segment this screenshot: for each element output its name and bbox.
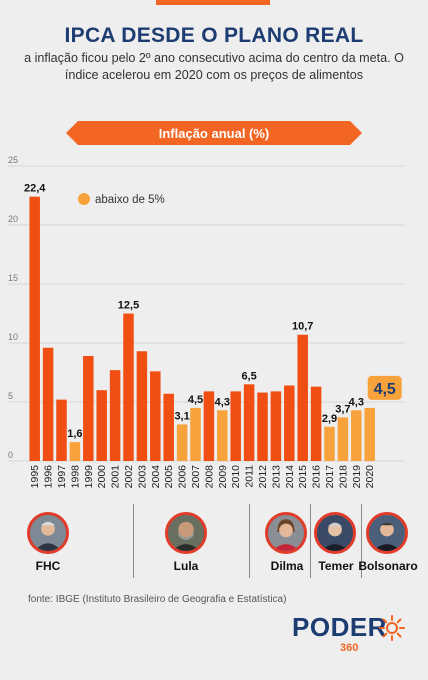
bar (230, 391, 241, 461)
data-label: 1,6 (67, 428, 82, 440)
bar (83, 355, 94, 461)
x-tick-label: 2019 (351, 465, 363, 489)
data-label: 22,4 (24, 183, 46, 195)
x-tick-label: 1999 (83, 465, 95, 489)
chart-title-banner: Inflação anual (%) (66, 121, 362, 145)
x-tick-label: 2020 (364, 465, 376, 489)
bar (163, 393, 174, 461)
avatar-fhc (27, 512, 69, 554)
y-tick-label: 15 (8, 273, 18, 283)
x-tick-label: 2013 (270, 465, 282, 489)
president-name-dilma: Dilma (270, 559, 304, 573)
data-label: 3,7 (335, 403, 350, 415)
bar (190, 407, 201, 461)
data-label: 10,7 (292, 321, 313, 333)
president-divider (310, 504, 311, 578)
page-subtitle: a inflação ficou pelo 2º ano consecutivo… (24, 51, 404, 82)
y-tick-label: 10 (8, 332, 18, 342)
bar (297, 334, 308, 461)
x-tick-label: 2017 (324, 465, 336, 489)
data-label: 2,9 (322, 413, 337, 425)
poder360-logo[interactable]: PODER 360 (292, 612, 412, 662)
x-tick-label: 2018 (337, 465, 349, 489)
x-tick-label: 2002 (123, 465, 135, 489)
president-divider (249, 504, 250, 578)
data-label: 4,5 (188, 394, 203, 406)
bar (310, 386, 322, 461)
avatar-lula (165, 512, 207, 554)
logo-wordmark: PODER (292, 612, 387, 642)
data-label: 4,3 (349, 396, 364, 408)
x-tick-label: 2016 (311, 465, 323, 489)
president-name-bolsonaro: Bolsonaro (358, 559, 418, 573)
x-tick-label: 2015 (297, 465, 309, 489)
bar (123, 313, 134, 461)
x-tick-label: 2005 (163, 465, 175, 489)
bar (364, 407, 375, 461)
x-tick-label: 2004 (150, 465, 162, 489)
x-tick-label: 2003 (136, 465, 148, 489)
bar (29, 196, 40, 461)
x-tick-label: 2010 (230, 465, 242, 489)
bar (176, 424, 188, 461)
x-tick-label: 2011 (244, 465, 256, 488)
x-tick-label: 1995 (29, 465, 41, 489)
avatar-bolsonaro (366, 512, 408, 554)
legend-swatch (78, 193, 90, 205)
data-label: 6,5 (241, 370, 256, 382)
logo-number: 360 (340, 642, 359, 654)
top-accent-bar (156, 0, 270, 5)
bar (337, 417, 349, 461)
president-name-fhc: FHC (35, 559, 61, 573)
highlight-label-box (367, 375, 402, 400)
x-tick-label: 1997 (56, 465, 68, 489)
x-tick-label: 1998 (69, 465, 81, 489)
y-tick-label: 20 (8, 214, 18, 224)
x-tick-label: 1996 (43, 465, 55, 489)
source-note: fonte: IBGE (Instituto Brasileiro de Geo… (28, 594, 287, 605)
bar (42, 347, 54, 461)
bar (56, 399, 67, 461)
president-divider (133, 504, 134, 578)
x-tick-label: 2001 (110, 465, 122, 489)
x-tick-label: 2008 (203, 465, 215, 489)
data-label: 4,5 (374, 381, 396, 398)
president-name-temer: Temer (318, 559, 354, 573)
x-tick-label: 2014 (284, 465, 296, 489)
bar (109, 370, 121, 461)
president-divider (361, 504, 362, 578)
x-tick-label: 2009 (217, 465, 229, 489)
x-tick-label: 2012 (257, 465, 269, 489)
bar (203, 391, 215, 461)
data-label: 3,1 (174, 410, 189, 422)
bar (324, 426, 335, 461)
bar (150, 371, 161, 461)
data-label: 4,3 (215, 396, 230, 408)
y-tick-label: 25 (8, 155, 18, 165)
bar (284, 385, 295, 461)
x-tick-label: 2007 (190, 465, 202, 489)
bar (351, 410, 362, 461)
bar (270, 391, 282, 461)
data-label: 12,5 (118, 300, 139, 312)
y-tick-label: 5 (8, 391, 13, 401)
y-tick-label: 0 (8, 450, 13, 460)
bar (243, 384, 255, 461)
avatar-dilma (265, 512, 307, 554)
x-tick-label: 2006 (177, 465, 189, 489)
x-tick-label: 2000 (96, 465, 108, 489)
bar (217, 410, 228, 461)
bar (257, 392, 268, 461)
bar (96, 390, 107, 461)
bar (69, 442, 81, 461)
sun-icon (379, 615, 405, 641)
president-name-lula: Lula (173, 559, 199, 573)
bar (136, 351, 148, 461)
page-title: IPCA DESDE O PLANO REAL (64, 24, 364, 47)
avatar-temer (314, 512, 356, 554)
legend-label: abaixo de 5% (95, 194, 165, 206)
